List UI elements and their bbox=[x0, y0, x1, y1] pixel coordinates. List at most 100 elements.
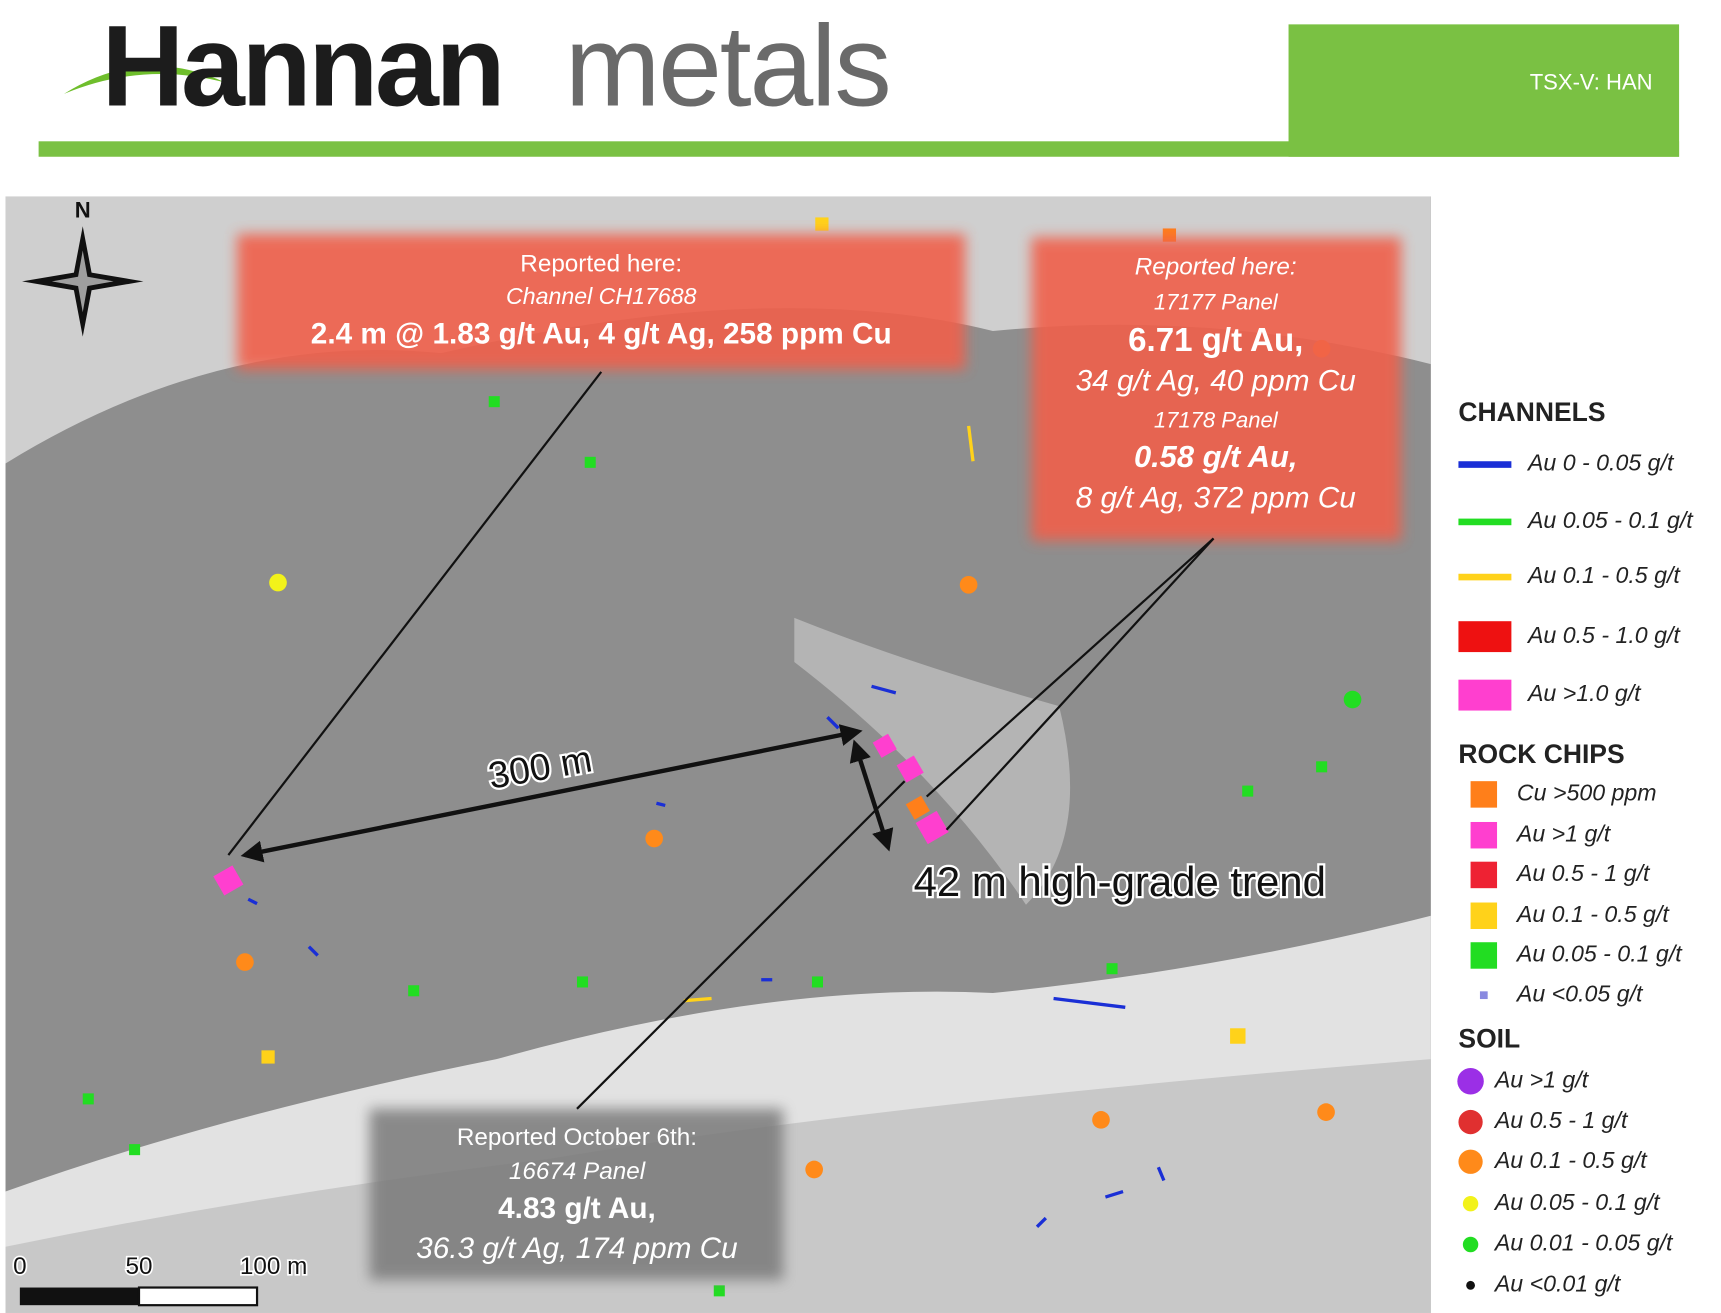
leader-line bbox=[945, 537, 1215, 831]
legend-swatch bbox=[1458, 518, 1512, 526]
ticker: TSX-V: HAN bbox=[1530, 70, 1653, 95]
legend-label: Au 0.1 - 0.5 g/t bbox=[1515, 901, 1670, 927]
channel bbox=[871, 684, 897, 695]
callout-text: Reported October 6th: bbox=[457, 1124, 697, 1151]
rock-chip bbox=[584, 456, 596, 468]
soil-sample bbox=[236, 953, 254, 971]
callout-text: 36.3 g/t Ag, 174 ppm Cu bbox=[416, 1232, 738, 1265]
rock-chip bbox=[1316, 761, 1328, 773]
callout-box bbox=[1031, 237, 1402, 541]
legend: CHANNELS Au 0 - 0.05 g/t Au 0.05 - 0.1 g/t… bbox=[1457, 397, 1694, 1296]
channel bbox=[1156, 1166, 1166, 1182]
logo-dark: Hannan bbox=[101, 2, 502, 130]
callout-text: 2.4 m @ 1.83 g/t Au, 4 g/t Ag, 258 ppm C… bbox=[311, 317, 892, 350]
rock-chip bbox=[129, 1144, 141, 1156]
callout-text: 17178 Panel bbox=[1154, 407, 1279, 432]
callout-box bbox=[369, 1108, 784, 1280]
soil-sample bbox=[645, 829, 664, 848]
legend-title: SOIL bbox=[1458, 1023, 1520, 1053]
rock-chip bbox=[576, 976, 589, 988]
callout-text: 8 g/t Ag, 372 ppm Cu bbox=[1076, 482, 1356, 515]
ticker-box bbox=[1288, 24, 1680, 157]
legend-label: Au 0.05 - 0.1 g/t bbox=[1526, 507, 1694, 533]
soil-sample bbox=[805, 1160, 823, 1179]
legend-swatch bbox=[1462, 1236, 1479, 1253]
legend-label: Au 0.5 - 1 g/t bbox=[1515, 860, 1651, 886]
legend-label: Au 0.01 - 0.05 g/t bbox=[1493, 1230, 1674, 1256]
distance-arrow bbox=[240, 724, 863, 863]
soil-sample bbox=[269, 573, 287, 592]
scale-label: 0 bbox=[13, 1253, 27, 1280]
legend-label: Au <0.05 g/t bbox=[1515, 980, 1644, 1006]
channel bbox=[1104, 1189, 1124, 1199]
rock-chip bbox=[811, 976, 823, 988]
legend-label: Au >1 g/t bbox=[1493, 1066, 1590, 1092]
callout-text: Reported here: bbox=[1135, 254, 1297, 281]
legend-label: Au 0.5 - 1.0 g/t bbox=[1526, 622, 1681, 648]
scale-bar bbox=[137, 1286, 259, 1307]
legend-swatch bbox=[1462, 1195, 1479, 1212]
legend-swatch bbox=[1479, 991, 1488, 1000]
legend-swatch bbox=[1457, 1067, 1484, 1095]
soil-sample bbox=[959, 575, 978, 594]
rock-chip bbox=[896, 755, 924, 783]
channel bbox=[966, 425, 975, 462]
legend-label: Au >1.0 g/t bbox=[1526, 680, 1642, 706]
soil-sample bbox=[1092, 1111, 1110, 1129]
logo-swoosh bbox=[63, 65, 227, 94]
rock-chip bbox=[915, 810, 949, 845]
scale-label: 50 bbox=[126, 1253, 153, 1280]
legend-swatch bbox=[1458, 573, 1512, 581]
channel bbox=[307, 945, 319, 957]
rock-chip bbox=[408, 985, 420, 997]
leader-line bbox=[925, 537, 1215, 798]
callout-text: 0.58 g/t Au, bbox=[1134, 439, 1298, 474]
legend-title: ROCK CHIPS bbox=[1458, 739, 1624, 769]
scale-bar bbox=[19, 1287, 140, 1306]
callout-text: 16674 Panel bbox=[509, 1158, 646, 1185]
legend-swatch bbox=[1470, 942, 1498, 969]
rock-chip bbox=[213, 865, 244, 896]
legend-label: Au 0.05 - 0.1 g/t bbox=[1515, 941, 1683, 967]
rock-chip bbox=[1230, 1028, 1246, 1044]
callout-text: Channel CH17688 bbox=[506, 283, 697, 309]
callout-text: Reported here: bbox=[520, 250, 682, 277]
legend-title: CHANNELS bbox=[1458, 397, 1605, 427]
rock-chip bbox=[261, 1050, 275, 1064]
legend-label: Au 0.5 - 1 g/t bbox=[1493, 1107, 1629, 1133]
rock-chip bbox=[1106, 963, 1118, 975]
callout-text: 34 g/t Ag, 40 ppm Cu bbox=[1076, 365, 1356, 398]
rock-chip bbox=[713, 1285, 725, 1297]
north-label: N bbox=[75, 198, 91, 223]
channel bbox=[1053, 996, 1126, 1009]
legend-label: Au 0 - 0.05 g/t bbox=[1526, 450, 1675, 476]
legend-swatch bbox=[1458, 1149, 1483, 1174]
trend-label: 42 m high-grade trend bbox=[914, 858, 1326, 905]
callout-text: 4.83 g/t Au, bbox=[498, 1192, 656, 1225]
legend-label: Au <0.01 g/t bbox=[1493, 1270, 1622, 1296]
legend-swatch bbox=[1458, 1109, 1483, 1135]
channel bbox=[683, 996, 712, 1003]
legend-swatch bbox=[1470, 861, 1498, 889]
soil-sample bbox=[1343, 690, 1362, 709]
legend-swatch bbox=[1470, 781, 1498, 808]
channel bbox=[656, 801, 666, 808]
rock-chip bbox=[1242, 785, 1254, 797]
legend-label: Cu >500 ppm bbox=[1517, 780, 1657, 806]
map: 300 m 42 m high-grade trend Reported her… bbox=[5, 196, 1431, 1313]
header-rule bbox=[38, 141, 1680, 157]
scale-label: 100 m bbox=[240, 1253, 307, 1280]
callout-text: 6.71 g/t Au, bbox=[1128, 322, 1303, 359]
channel bbox=[1035, 1216, 1048, 1229]
north-arrow bbox=[22, 226, 144, 337]
legend-label: Au 0.1 - 0.5 g/t bbox=[1493, 1147, 1648, 1173]
rock-chip bbox=[905, 795, 930, 820]
legend-label: Au 0.1 - 0.5 g/t bbox=[1526, 562, 1681, 588]
callout-box bbox=[237, 233, 966, 370]
callout-text: 17177 Panel bbox=[1154, 289, 1279, 314]
channel bbox=[247, 897, 258, 906]
legend-swatch bbox=[1470, 821, 1498, 849]
soil-sample bbox=[1317, 1103, 1335, 1121]
